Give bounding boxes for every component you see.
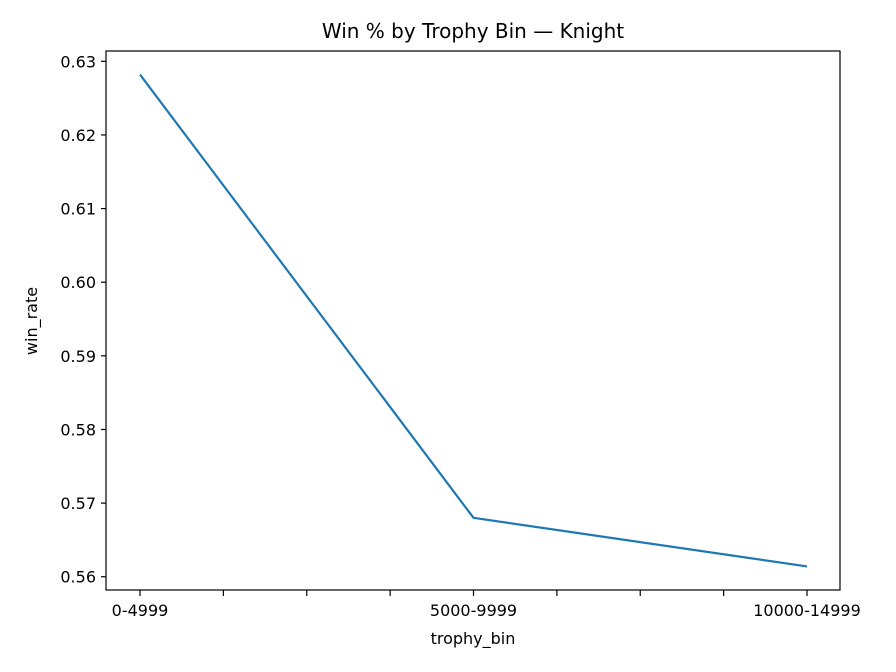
chart-title: Win % by Trophy Bin — Knight [322, 19, 624, 43]
y-axis-label: win_rate [22, 287, 42, 355]
y-tick-label: 0.59 [60, 347, 96, 366]
x-axis-label: trophy_bin [431, 629, 516, 649]
y-tick-label: 0.63 [60, 52, 96, 71]
y-tick-label: 0.57 [60, 494, 96, 513]
y-tick-label: 0.62 [60, 126, 96, 145]
y-tick-label: 0.60 [60, 273, 96, 292]
x-tick-label: 0-4999 [112, 601, 169, 620]
y-tick-label: 0.58 [60, 420, 96, 439]
y-tick-label: 0.61 [60, 200, 96, 219]
x-tick-label: 5000-9999 [430, 601, 517, 620]
series-line-0 [139, 73, 808, 568]
plot-area: 0.56 0.57 0.58 0.59 0.60 0.61 0.62 0.63 0-4999 50… [60, 50, 861, 620]
x-tick-label: 10000-14999 [753, 601, 861, 620]
y-tick-label: 0.56 [60, 568, 96, 587]
